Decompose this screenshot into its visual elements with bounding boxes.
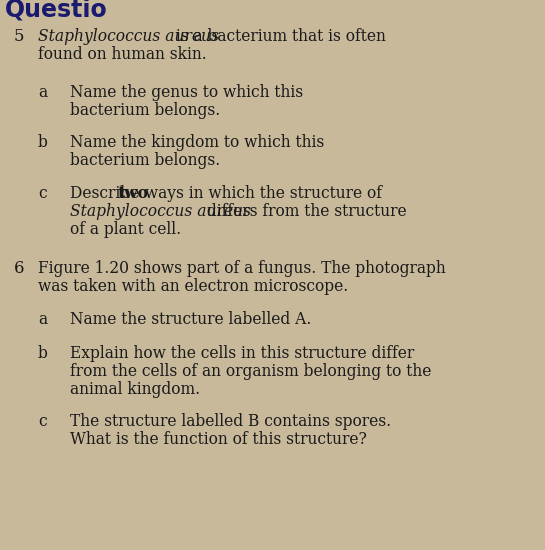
Text: What is the function of this structure?: What is the function of this structure? (70, 431, 367, 448)
Text: animal kingdom.: animal kingdom. (70, 381, 200, 398)
Text: Staphylococcus aureus: Staphylococcus aureus (70, 202, 251, 219)
Text: b: b (38, 134, 48, 151)
Text: a: a (38, 311, 47, 328)
Text: Name the structure labelled A.: Name the structure labelled A. (70, 311, 311, 328)
Text: a: a (38, 84, 47, 101)
Text: Questio: Questio (5, 0, 108, 22)
Text: Describe: Describe (70, 185, 144, 202)
Text: of a plant cell.: of a plant cell. (70, 221, 181, 238)
Text: is a bacterium that is often: is a bacterium that is often (171, 28, 386, 45)
Text: found on human skin.: found on human skin. (38, 46, 207, 63)
Text: 6: 6 (14, 260, 25, 277)
Text: b: b (38, 345, 48, 362)
Text: Name the genus to which this: Name the genus to which this (70, 84, 303, 101)
Text: bacterium belongs.: bacterium belongs. (70, 152, 220, 169)
Text: Explain how the cells in this structure differ: Explain how the cells in this structure … (70, 345, 414, 362)
Text: c: c (38, 185, 47, 202)
Text: two: two (118, 185, 149, 202)
Text: The structure labelled B contains spores.: The structure labelled B contains spores… (70, 413, 391, 430)
Text: Name the kingdom to which this: Name the kingdom to which this (70, 134, 324, 151)
Text: Figure 1.20 shows part of a fungus. The photograph: Figure 1.20 shows part of a fungus. The … (38, 260, 446, 277)
Text: bacterium belongs.: bacterium belongs. (70, 102, 220, 119)
Text: Staphylococcus aureus: Staphylococcus aureus (38, 28, 219, 45)
Text: 5: 5 (14, 28, 25, 45)
Text: from the cells of an organism belonging to the: from the cells of an organism belonging … (70, 363, 432, 380)
Text: was taken with an electron microscope.: was taken with an electron microscope. (38, 278, 348, 295)
Text: c: c (38, 413, 47, 430)
Text: differs from the structure: differs from the structure (202, 202, 407, 219)
Text: ways in which the structure of: ways in which the structure of (140, 185, 382, 202)
